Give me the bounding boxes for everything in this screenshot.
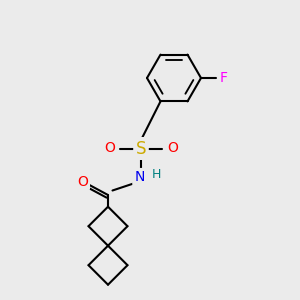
Text: O: O <box>77 175 88 188</box>
Text: S: S <box>136 140 146 158</box>
Text: N: N <box>134 170 145 184</box>
Text: H: H <box>151 168 161 181</box>
Text: O: O <box>167 142 178 155</box>
Text: O: O <box>104 142 115 155</box>
Text: F: F <box>220 71 227 85</box>
